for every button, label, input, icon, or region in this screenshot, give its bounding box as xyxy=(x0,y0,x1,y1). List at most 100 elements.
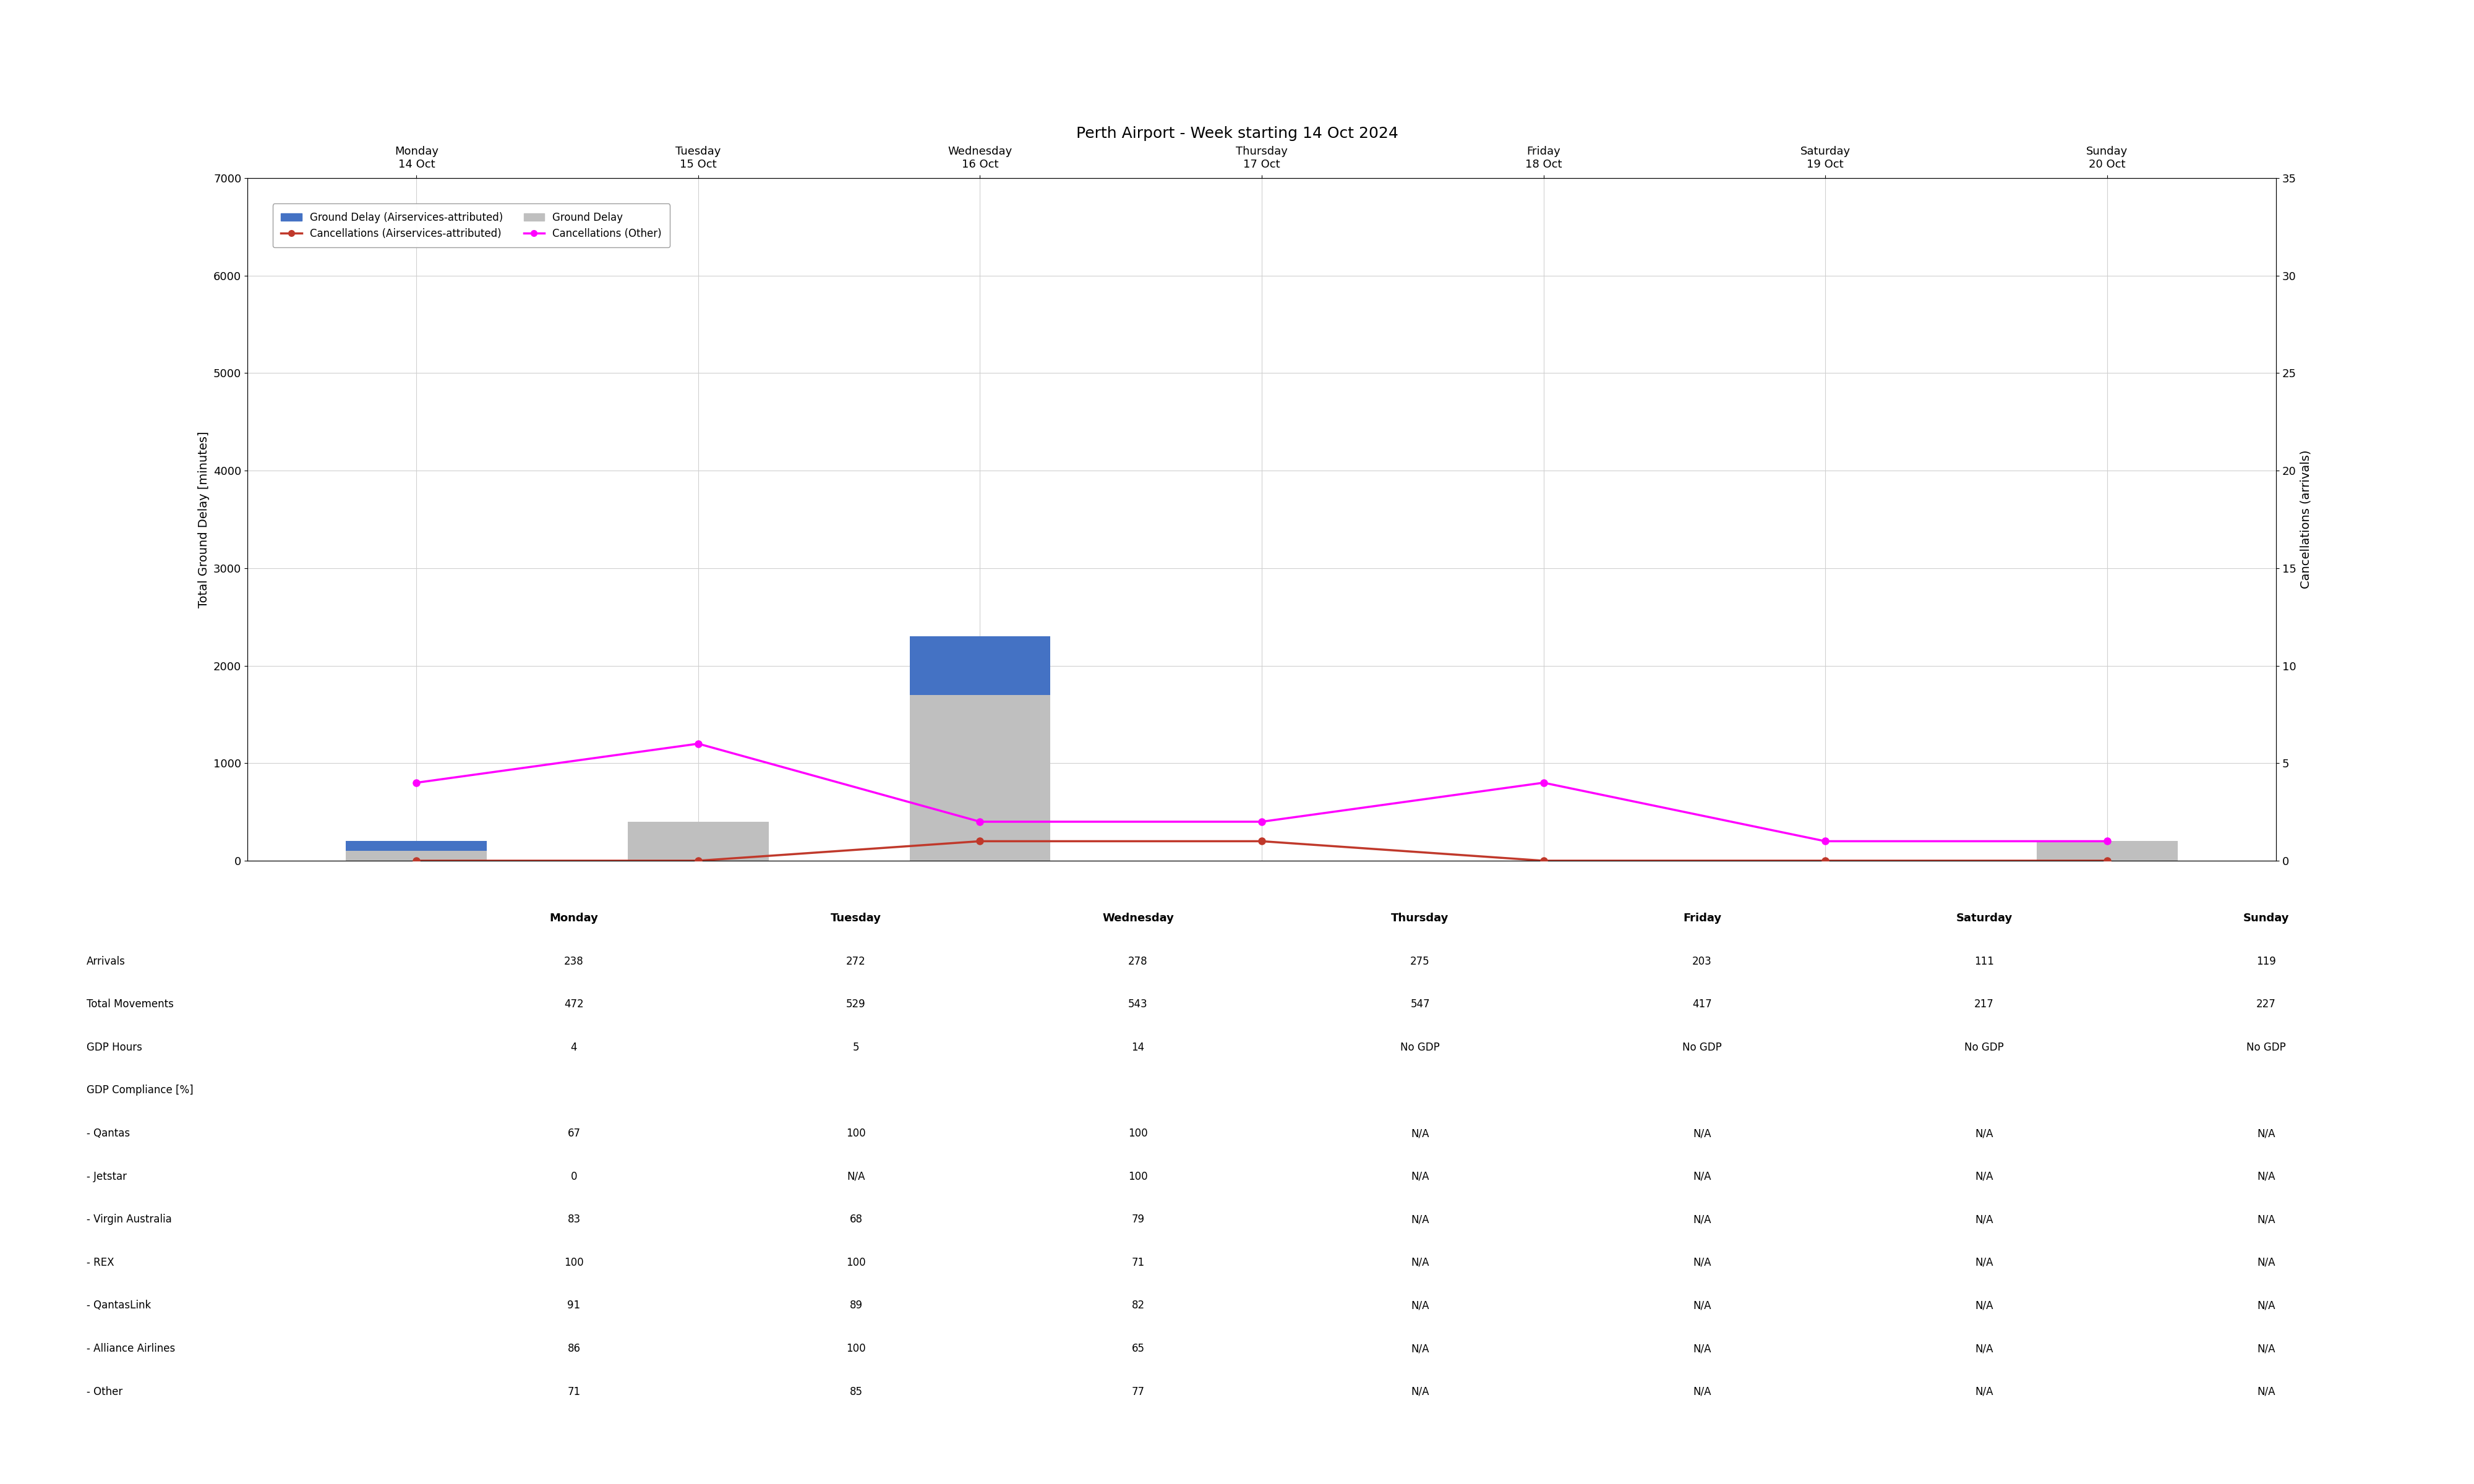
Y-axis label: Cancellations (arrivals): Cancellations (arrivals) xyxy=(2301,450,2311,589)
Text: 203: 203 xyxy=(1692,956,1712,968)
Text: Thursday: Thursday xyxy=(1390,913,1450,923)
Text: N/A: N/A xyxy=(1974,1300,1994,1312)
Text: Tuesday: Tuesday xyxy=(831,913,881,923)
Cancellations (Other) xyxy=(683,735,713,752)
Text: No GDP: No GDP xyxy=(2246,1042,2286,1054)
Text: Friday: Friday xyxy=(1682,913,1722,923)
Text: 91: 91 xyxy=(567,1300,581,1312)
Text: 5: 5 xyxy=(854,1042,858,1054)
Cancellations (Airservices-attributed) xyxy=(2093,852,2123,870)
Text: 83: 83 xyxy=(567,1214,581,1226)
Bar xyxy=(628,822,769,861)
Text: 472: 472 xyxy=(564,999,584,1009)
Cancellations (Airservices-attributed) xyxy=(1529,852,1559,870)
Text: 77: 77 xyxy=(1131,1386,1145,1398)
Text: 67: 67 xyxy=(567,1128,581,1140)
Text: 543: 543 xyxy=(1128,999,1148,1009)
Text: 100: 100 xyxy=(1128,1171,1148,1181)
Text: N/A: N/A xyxy=(2256,1386,2276,1398)
Text: 82: 82 xyxy=(1131,1300,1145,1312)
Text: 0: 0 xyxy=(571,1171,576,1181)
Text: N/A: N/A xyxy=(1974,1214,1994,1226)
Y-axis label: Total Ground Delay [minutes]: Total Ground Delay [minutes] xyxy=(198,432,210,607)
Text: N/A: N/A xyxy=(1410,1386,1430,1398)
Text: N/A: N/A xyxy=(1974,1386,1994,1398)
Text: N/A: N/A xyxy=(1974,1171,1994,1181)
Text: 100: 100 xyxy=(846,1257,866,1267)
Bar xyxy=(910,695,1051,861)
Text: N/A: N/A xyxy=(1410,1257,1430,1267)
Cancellations (Airservices-attributed) xyxy=(401,852,430,870)
Text: N/A: N/A xyxy=(2256,1300,2276,1312)
Text: N/A: N/A xyxy=(2256,1257,2276,1267)
Text: No GDP: No GDP xyxy=(1682,1042,1722,1054)
Text: N/A: N/A xyxy=(2256,1214,2276,1226)
Text: 100: 100 xyxy=(846,1128,866,1140)
Text: 100: 100 xyxy=(1128,1128,1148,1140)
Text: GDP Compliance [%]: GDP Compliance [%] xyxy=(87,1085,193,1095)
Text: Wednesday: Wednesday xyxy=(1103,913,1173,923)
Text: 14: 14 xyxy=(1131,1042,1145,1054)
Text: 4: 4 xyxy=(571,1042,576,1054)
Cancellations (Airservices-attributed) xyxy=(1247,833,1277,850)
Text: 100: 100 xyxy=(846,1343,866,1353)
Cancellations (Other) xyxy=(401,773,430,791)
Text: - QantasLink: - QantasLink xyxy=(87,1300,151,1312)
Cancellations (Other) xyxy=(1529,773,1559,791)
Cancellations (Other) xyxy=(965,813,995,831)
Text: 529: 529 xyxy=(846,999,866,1009)
Text: N/A: N/A xyxy=(1692,1386,1712,1398)
Text: 119: 119 xyxy=(2256,956,2276,968)
Text: 85: 85 xyxy=(849,1386,863,1398)
Cancellations (Airservices-attributed) xyxy=(965,833,995,850)
Line: Cancellations (Other): Cancellations (Other) xyxy=(413,741,2110,844)
Text: N/A: N/A xyxy=(1692,1300,1712,1312)
Text: 71: 71 xyxy=(567,1386,581,1398)
Text: - Alliance Airlines: - Alliance Airlines xyxy=(87,1343,176,1353)
Text: 238: 238 xyxy=(564,956,584,968)
Text: 417: 417 xyxy=(1692,999,1712,1009)
Text: N/A: N/A xyxy=(846,1171,866,1181)
Text: 68: 68 xyxy=(849,1214,863,1226)
Text: 111: 111 xyxy=(1974,956,1994,968)
Text: Saturday: Saturday xyxy=(1957,913,2011,923)
Text: - Jetstar: - Jetstar xyxy=(87,1171,126,1181)
Text: 65: 65 xyxy=(1131,1343,1145,1353)
Text: N/A: N/A xyxy=(1692,1214,1712,1226)
Text: N/A: N/A xyxy=(1410,1300,1430,1312)
Text: Monday: Monday xyxy=(549,913,599,923)
Text: 278: 278 xyxy=(1128,956,1148,968)
Bar xyxy=(910,637,1051,695)
Text: N/A: N/A xyxy=(1410,1214,1430,1226)
Text: 89: 89 xyxy=(849,1300,863,1312)
Line: Cancellations (Airservices-attributed): Cancellations (Airservices-attributed) xyxy=(413,838,2110,864)
Text: 71: 71 xyxy=(1131,1257,1145,1267)
Text: 86: 86 xyxy=(567,1343,581,1353)
Text: N/A: N/A xyxy=(1692,1171,1712,1181)
Bar xyxy=(2036,841,2177,861)
Text: N/A: N/A xyxy=(2256,1128,2276,1140)
Text: N/A: N/A xyxy=(1692,1257,1712,1267)
Text: N/A: N/A xyxy=(1692,1343,1712,1353)
Cancellations (Other) xyxy=(1811,833,1841,850)
Text: 272: 272 xyxy=(846,956,866,968)
Text: 100: 100 xyxy=(564,1257,584,1267)
Text: - Qantas: - Qantas xyxy=(87,1128,131,1140)
Text: 275: 275 xyxy=(1410,956,1430,968)
Text: N/A: N/A xyxy=(2256,1343,2276,1353)
Text: 217: 217 xyxy=(1974,999,1994,1009)
Text: N/A: N/A xyxy=(2256,1171,2276,1181)
Text: - Virgin Australia: - Virgin Australia xyxy=(87,1214,171,1226)
Text: Arrivals: Arrivals xyxy=(87,956,126,968)
Text: N/A: N/A xyxy=(1974,1343,1994,1353)
Text: 227: 227 xyxy=(2256,999,2276,1009)
Text: N/A: N/A xyxy=(1410,1128,1430,1140)
Cancellations (Other) xyxy=(2093,833,2123,850)
Cancellations (Airservices-attributed) xyxy=(1811,852,1841,870)
Text: N/A: N/A xyxy=(1974,1128,1994,1140)
Cancellations (Other) xyxy=(1247,813,1277,831)
Text: N/A: N/A xyxy=(1410,1343,1430,1353)
Text: No GDP: No GDP xyxy=(1964,1042,2004,1054)
Text: N/A: N/A xyxy=(1974,1257,1994,1267)
Text: N/A: N/A xyxy=(1692,1128,1712,1140)
